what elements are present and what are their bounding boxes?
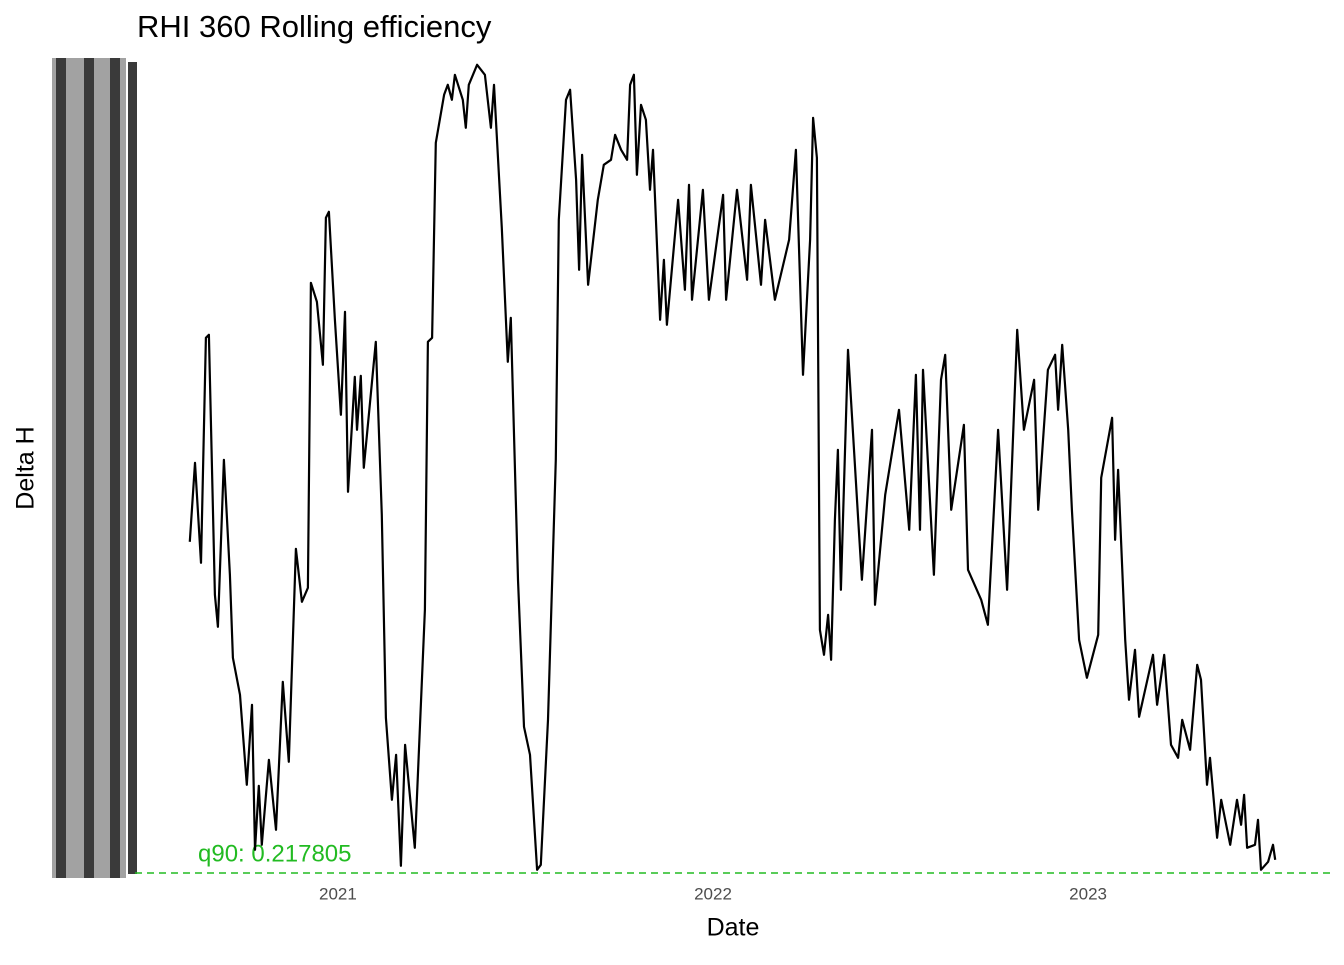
overprinted-labels (84, 58, 94, 878)
y-axis-title: Delta H (12, 426, 40, 509)
overprinted-labels (56, 58, 66, 878)
annotation: q90: 0.217805 (198, 840, 351, 867)
x-axis-title: Date (707, 914, 760, 942)
overprinted-labels (110, 58, 120, 878)
chart-title: RHI 360 Rolling efficiency (137, 9, 492, 44)
x-tick-label: 2023 (1069, 884, 1107, 903)
x-tick-label: 2021 (319, 884, 357, 903)
x-tick-label: 2022 (694, 884, 732, 903)
overprinted-labels (128, 62, 137, 874)
data-line (188, 63, 1277, 871)
y-axis-labels-overprint (52, 58, 137, 878)
